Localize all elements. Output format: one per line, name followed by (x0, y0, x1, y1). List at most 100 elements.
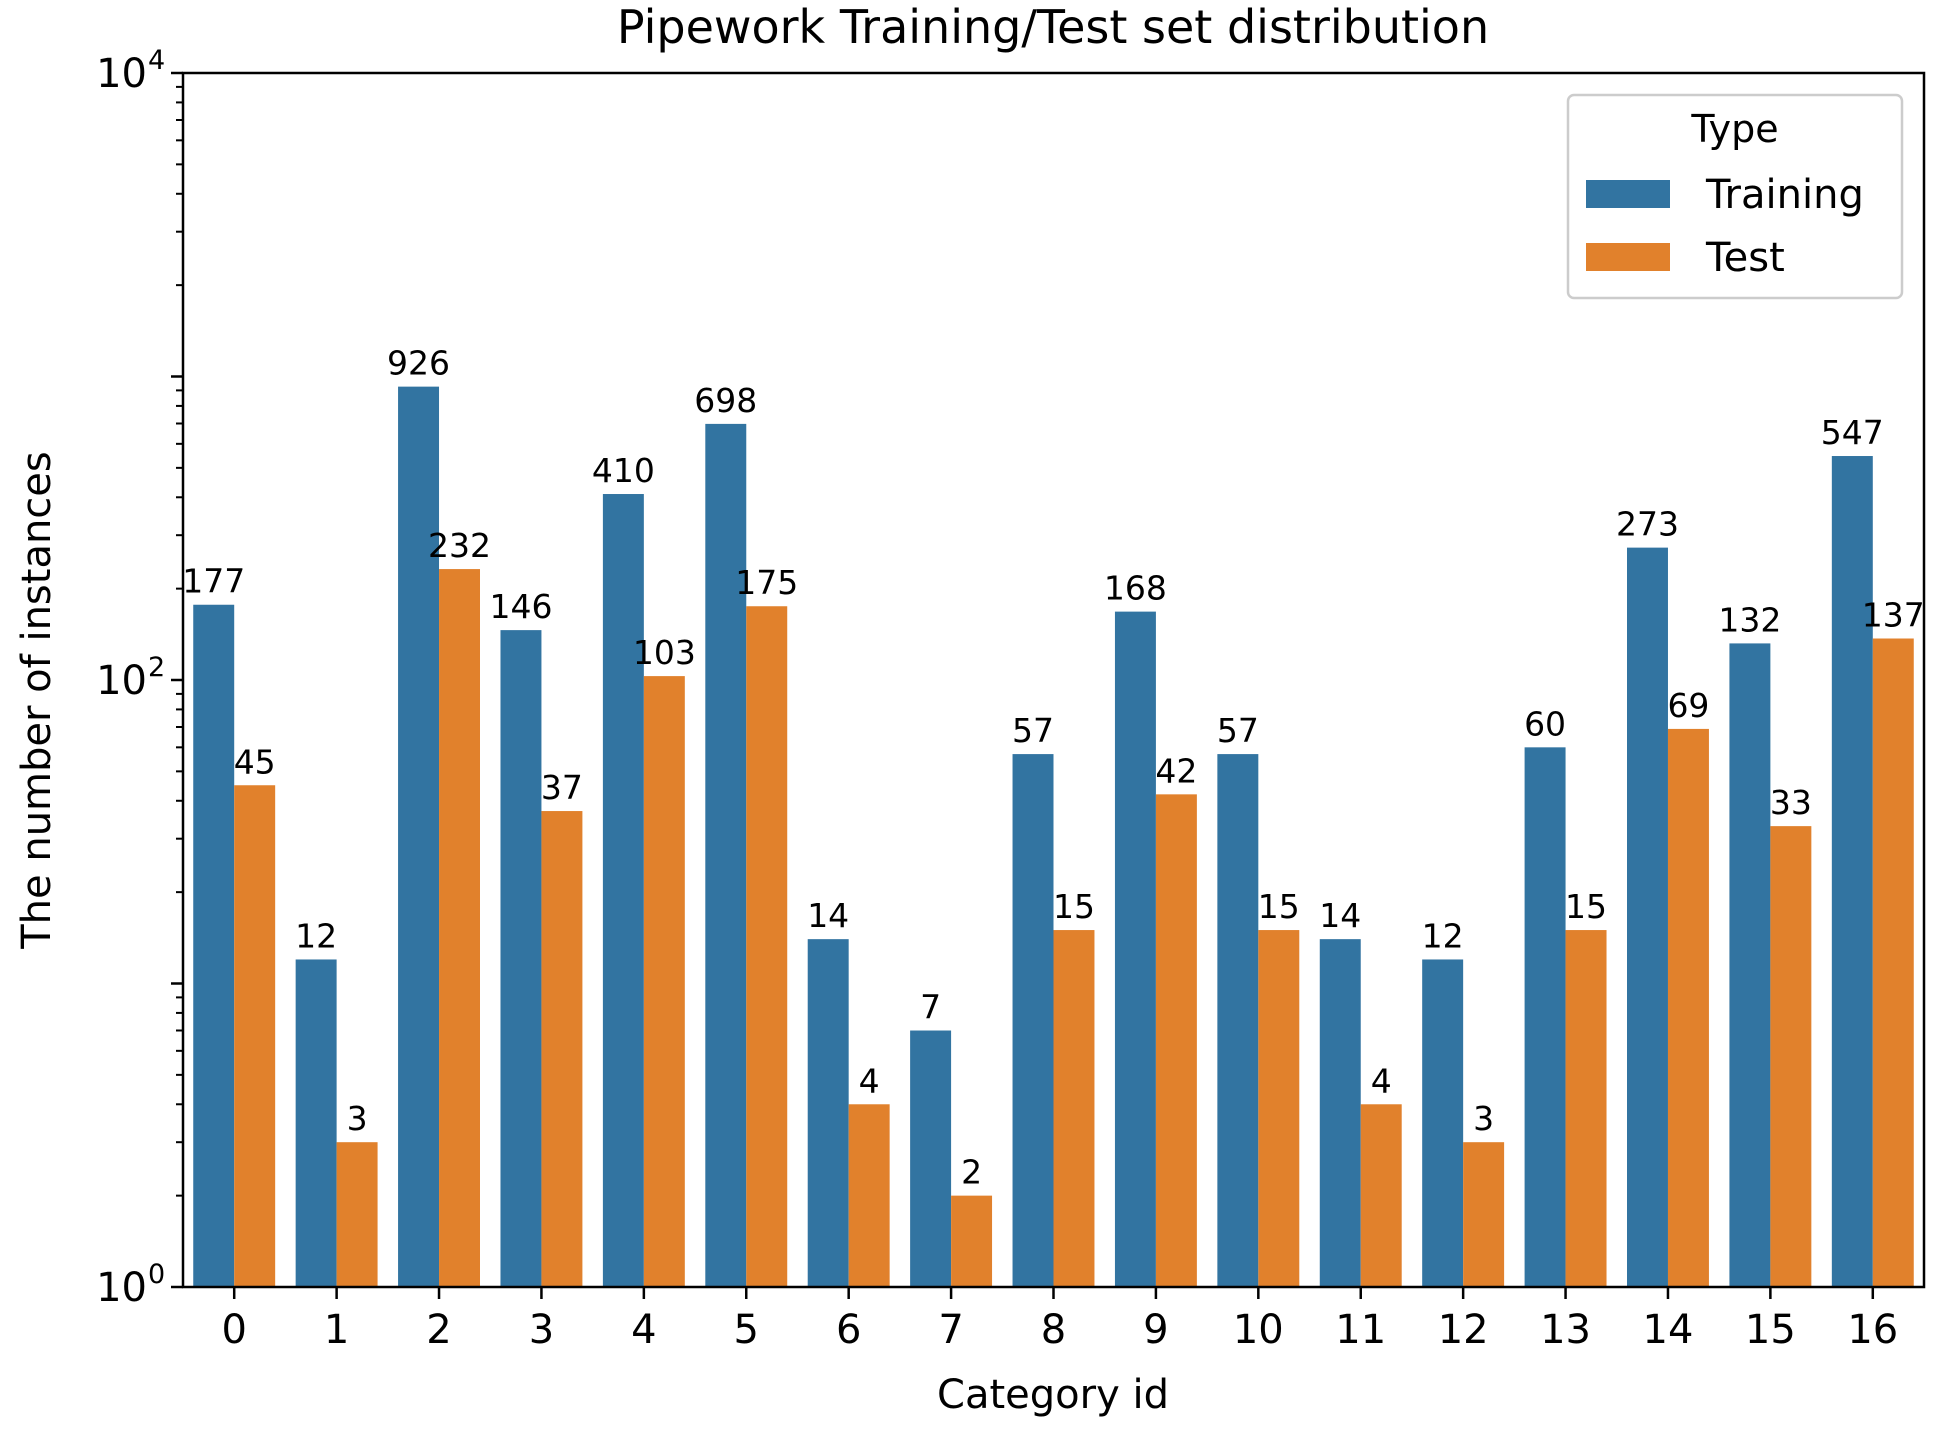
bar-test-9 (1155, 794, 1197, 1287)
bar-training-6 (807, 939, 849, 1287)
bar-label-test-3: 37 (541, 768, 583, 807)
legend-swatch-training (1586, 180, 1670, 208)
bar-test-15 (1770, 826, 1812, 1287)
bar-training-0 (193, 604, 235, 1287)
bar-label-test-9: 42 (1155, 751, 1197, 790)
bar-test-10 (1258, 930, 1300, 1287)
bar-label-test-0: 45 (234, 742, 276, 781)
y-tick-label: 10 (96, 51, 147, 97)
bar-training-3 (500, 630, 542, 1287)
bar-label-test-5: 175 (735, 563, 798, 602)
x-tick-label: 10 (1233, 1307, 1284, 1353)
bar-test-0 (234, 785, 276, 1287)
x-tick-label: 11 (1335, 1307, 1386, 1353)
bar-test-11 (1360, 1104, 1402, 1287)
bar-test-2 (439, 569, 480, 1287)
bar-labels-layer: 177 12 926 146 410 698 14 7 57 168 57 14 12 60 273 132 5… (182, 344, 1925, 1192)
y-tick-exponent: 4 (148, 45, 165, 76)
x-tick-label: 3 (529, 1307, 554, 1353)
bar-training-9 (1114, 611, 1156, 1287)
bar-label-training-14: 273 (1616, 505, 1679, 544)
x-tick-label: 5 (734, 1307, 759, 1353)
legend-swatch-test (1586, 243, 1670, 271)
bar-test-1 (336, 1142, 378, 1287)
bar-label-test-2: 232 (428, 526, 491, 565)
bar-training-2 (398, 386, 440, 1288)
bar-label-test-6: 4 (859, 1061, 880, 1100)
bar-test-8 (1053, 930, 1095, 1287)
bar-label-test-8: 15 (1053, 887, 1095, 926)
bar-label-training-13: 60 (1524, 704, 1566, 743)
bar-label-test-11: 4 (1371, 1061, 1392, 1100)
bar-label-training-0: 177 (182, 562, 245, 601)
bar-training-7 (910, 1030, 952, 1287)
bar-training-10 (1217, 754, 1259, 1287)
bar-label-training-4: 410 (592, 451, 655, 490)
bar-label-training-11: 14 (1319, 896, 1361, 935)
bar-label-test-12: 3 (1473, 1099, 1494, 1138)
bar-label-training-16: 547 (1821, 413, 1884, 452)
bar-training-4 (602, 494, 644, 1287)
bar-training-1 (295, 959, 337, 1287)
bar-test-7 (951, 1195, 993, 1287)
bar-label-training-2: 926 (387, 344, 450, 383)
bar-label-training-1: 12 (295, 916, 337, 955)
bar-label-training-10: 57 (1217, 711, 1259, 750)
x-tick-label: 0 (221, 1307, 246, 1353)
bar-label-test-1: 3 (347, 1099, 368, 1138)
y-tick-exponent: 2 (148, 652, 165, 683)
bar-training-14 (1627, 547, 1668, 1287)
y-tick-label: 10 (96, 658, 147, 704)
bar-test-12 (1463, 1142, 1505, 1287)
bar-test-6 (848, 1104, 890, 1287)
x-tick-label: 7 (938, 1307, 963, 1353)
bar-label-training-5: 698 (694, 381, 757, 420)
bar-test-4 (643, 676, 685, 1287)
chart-title: Pipework Training/Test set distribution (617, 0, 1489, 54)
bar-label-training-6: 14 (807, 896, 849, 935)
bar-label-training-12: 12 (1422, 916, 1464, 955)
x-tick-label: 2 (426, 1307, 451, 1353)
x-tick-label: 16 (1847, 1307, 1898, 1353)
bar-training-11 (1319, 939, 1361, 1287)
x-tick-label: 8 (1041, 1307, 1066, 1353)
bars-layer (193, 386, 1914, 1288)
x-axis-ticks: 0 1 2 3 4 5 6 7 8 9 10 11 12 13 14 15 16 (221, 1287, 1898, 1353)
x-tick-label: 13 (1540, 1307, 1591, 1353)
legend-label-test: Test (1705, 235, 1785, 281)
bar-label-test-14: 69 (1667, 686, 1709, 725)
bar-test-5 (746, 606, 788, 1287)
bar-label-training-8: 57 (1012, 711, 1054, 750)
bar-test-3 (541, 811, 583, 1287)
bar-training-13 (1524, 747, 1566, 1287)
legend-label-training: Training (1705, 172, 1864, 218)
bar-label-training-3: 146 (489, 587, 552, 626)
bar-training-8 (1012, 754, 1054, 1287)
x-tick-label: 1 (324, 1307, 349, 1353)
bar-test-13 (1565, 930, 1607, 1287)
bar-label-test-16: 137 (1862, 596, 1925, 635)
x-tick-label: 15 (1745, 1307, 1796, 1353)
y-axis-label: The number of instances (14, 451, 60, 950)
bar-label-test-13: 15 (1565, 887, 1607, 926)
legend: Type Training Test (1566, 93, 1904, 300)
bar-training-5 (705, 423, 747, 1287)
x-tick-label: 14 (1643, 1307, 1694, 1353)
bar-test-14 (1667, 728, 1709, 1287)
legend-title: Type (1690, 107, 1778, 151)
bar-label-training-15: 132 (1718, 600, 1781, 639)
bar-label-training-7: 7 (920, 988, 941, 1027)
y-tick-label: 10 (96, 1265, 147, 1311)
y-tick-exponent: 0 (148, 1259, 165, 1290)
bar-training-12 (1422, 959, 1464, 1287)
bar-label-test-7: 2 (961, 1153, 982, 1192)
bar-label-training-9: 168 (1104, 569, 1167, 608)
x-axis-label: Category id (937, 1372, 1169, 1418)
bar-training-15 (1729, 643, 1771, 1287)
bar-label-test-10: 15 (1258, 887, 1300, 926)
bar-training-16 (1831, 456, 1873, 1287)
x-tick-label: 12 (1438, 1307, 1489, 1353)
x-tick-label: 6 (836, 1307, 861, 1353)
